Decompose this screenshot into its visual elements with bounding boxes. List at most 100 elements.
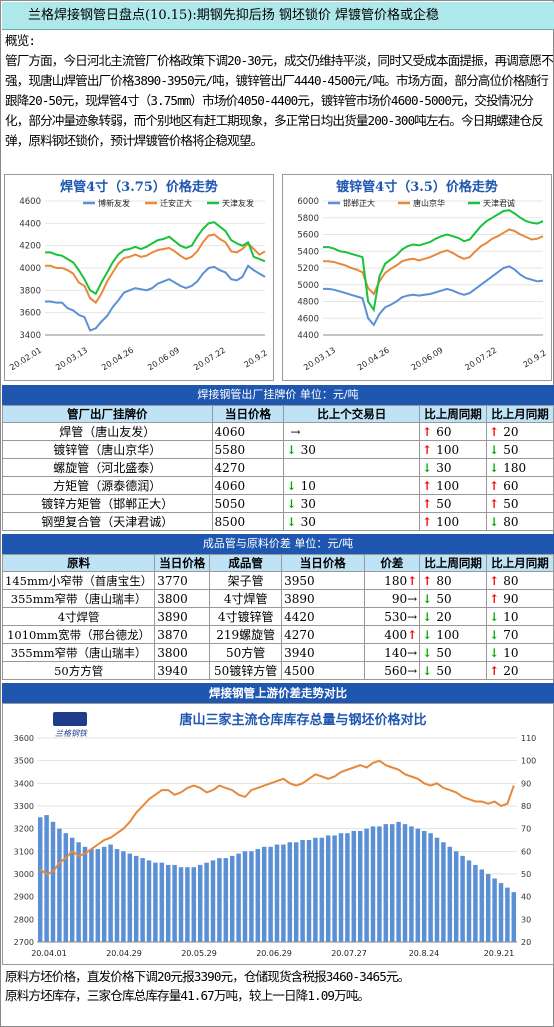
y-tick-label: 4600 xyxy=(297,314,319,324)
inventory-bar xyxy=(76,842,81,942)
x-tick-label: 20.06.29 xyxy=(256,949,292,958)
vs-prev-day: ↓ 30 xyxy=(283,512,421,531)
inventory-bar xyxy=(191,867,197,942)
today-price: 4060 xyxy=(211,476,285,495)
vs-last-month: ↑ 80 xyxy=(486,571,554,590)
down-arrow-icon: ↓ xyxy=(422,609,437,624)
inventory-bar xyxy=(492,878,497,942)
x-tick-label: 20.02.01 xyxy=(8,346,43,373)
vs-last-month: ↓ 10 xyxy=(486,607,554,626)
inventory-bar xyxy=(50,821,56,942)
vs-last-month: ↓ 50 xyxy=(485,440,554,459)
y2-tick-label: 70 xyxy=(521,825,531,834)
inventory-bar xyxy=(223,858,229,942)
price-diff: 180↑ xyxy=(363,571,421,590)
inventory-bar xyxy=(383,824,389,942)
table-header-row: 原料 当日价格 成品管 当日价格 价差 比上周同期 比上月同期 xyxy=(1,554,554,572)
raw-price: 3800 xyxy=(154,643,211,662)
legend-label: 邯郸正大 xyxy=(343,198,375,208)
column-header: 当日价格 xyxy=(211,405,285,423)
x-tick-label: 20.03.13 xyxy=(302,346,337,373)
flat-arrow-icon: → xyxy=(407,591,418,606)
down-arrow-icon: ↓ xyxy=(488,442,504,457)
inventory-bar xyxy=(101,846,107,942)
inventory-bar xyxy=(351,830,357,942)
inventory-bar xyxy=(364,828,369,942)
mill-name: 镀锌管（唐山京华） xyxy=(2,440,213,459)
finished-pipe: 4寸镀锌管 xyxy=(209,607,283,626)
up-arrow-icon: ↑ xyxy=(488,424,504,439)
y2-tick-label: 60 xyxy=(521,847,531,856)
inventory-bar xyxy=(338,833,344,942)
vs-last-week: ↓ 50 xyxy=(419,661,488,680)
x-tick-label: 20.9.21 xyxy=(484,949,515,958)
vs-last-week: ↑ 100 xyxy=(419,512,487,531)
inventory-bar xyxy=(178,867,184,942)
today-price: 4060 xyxy=(211,422,285,441)
vs-last-week: ↓ 20 xyxy=(419,607,488,626)
y2-tick-label: 50 xyxy=(521,870,531,879)
inventory-bar xyxy=(82,846,88,942)
vs-last-week: ↑ 100 xyxy=(419,476,487,495)
y-tick-label: 5400 xyxy=(297,247,319,257)
x-tick-label: 20.06.09 xyxy=(146,346,181,373)
inventory-bar xyxy=(185,867,190,942)
column-header: 比上周同期 xyxy=(419,405,487,423)
inventory-bar xyxy=(197,864,203,942)
inventory-bar xyxy=(511,892,517,942)
y-tick-label: 3100 xyxy=(14,847,34,856)
inventory-bar xyxy=(217,858,222,942)
mill-name: 钢塑复合管（天津君诚） xyxy=(2,512,213,531)
today-price: 5050 xyxy=(211,494,285,513)
vs-last-month: ↓ 180 xyxy=(485,458,554,477)
down-arrow-icon: ↓ xyxy=(422,460,437,475)
legend-label: 唐山京华 xyxy=(413,198,445,208)
x-tick-label: 20.06.09 xyxy=(410,346,445,373)
raw-price: 3770 xyxy=(154,571,211,590)
vs-last-month: ↑ 50 xyxy=(485,494,554,513)
vs-last-week: ↑ 80 xyxy=(419,571,488,590)
inventory-bar xyxy=(293,842,299,942)
inventory-bar xyxy=(255,849,261,942)
vs-prev-day: → xyxy=(283,422,421,441)
footer-line-1: 原料方坯价格，直发价格下调20元报3390元，仓储现货含税报3460-3465元… xyxy=(5,969,410,984)
footer-notes: 原料方坯价格，直发价格下调20元报3390元，仓储现货含税报3460-3465元… xyxy=(5,967,553,1005)
down-arrow-icon: ↓ xyxy=(489,627,504,642)
inventory-bar xyxy=(159,862,165,942)
inventory-bar xyxy=(377,826,382,942)
y-tick-label: 3300 xyxy=(14,802,34,811)
vs-last-month: ↓ 10 xyxy=(486,643,554,662)
down-arrow-icon: ↓ xyxy=(286,478,301,493)
mill-name: 方矩管（源泰德润） xyxy=(2,476,213,495)
summary-text: 概览: 管厂方面，今日河北主流管厂价格政策下调20-30元，成交仍维持平淡，同时… xyxy=(5,31,553,173)
galvanized-pipe-chart: 镀锌管4寸（3.5）价格走势 4400 4600 4800 5000 5200 5400 56… xyxy=(282,174,552,381)
vs-last-week: ↑ 100 xyxy=(419,440,487,459)
mill-name: 镀锌方矩管（邯郸正大） xyxy=(2,494,213,513)
table-row: 螺旋管（河北盛泰） 4270 ↓ 30 ↓ 180 xyxy=(2,458,554,477)
y-tick-label: 3600 xyxy=(14,734,34,743)
inventory-bar xyxy=(498,883,504,942)
y2-tick-label: 30 xyxy=(521,915,531,924)
finished-price: 3950 xyxy=(281,571,365,590)
inventory-bar xyxy=(121,851,126,942)
inventory-bar xyxy=(479,869,485,942)
vs-last-month: ↑ 20 xyxy=(486,661,554,680)
inventory-bar xyxy=(133,855,139,942)
vs-last-week: ↑ 50 xyxy=(419,494,487,513)
legend-label: 博新友发 xyxy=(98,198,130,208)
inventory-bar xyxy=(389,824,395,942)
diff-table: 原料 当日价格 成品管 当日价格 价差 比上周同期 比上月同期 145mm小窄带（首唐宝生） 3… xyxy=(1,554,554,680)
diff-table-title: 成品管与原料价差 单位：元/吨 xyxy=(2,534,554,554)
series-line-3 xyxy=(45,221,266,296)
summary-body: 概览: 管厂方面，今日河北主流管厂价格政策下调20-30元，成交仍维持平淡，同时… xyxy=(5,33,553,148)
inventory-bar xyxy=(345,833,350,942)
raw-material: 355mm窄带（唐山瑞丰） xyxy=(1,643,156,662)
inventory-bar xyxy=(89,849,94,942)
inventory-bar xyxy=(357,830,363,942)
inventory-bar xyxy=(95,849,101,942)
y-tick-label: 4400 xyxy=(19,219,41,229)
down-arrow-icon: ↓ xyxy=(488,514,504,529)
inventory-bar xyxy=(441,842,446,942)
mill-name: 焊管（唐山友发） xyxy=(2,422,213,441)
up-arrow-icon: ↑ xyxy=(489,573,504,588)
